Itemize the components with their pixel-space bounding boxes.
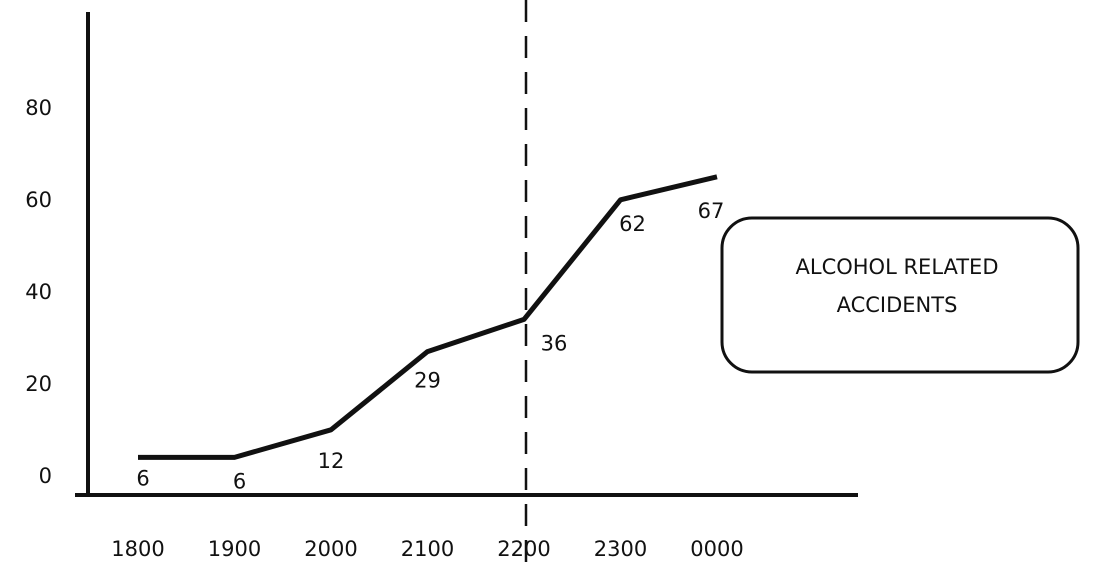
y-tick-label: 80 bbox=[25, 96, 52, 120]
y-tick-label: 0 bbox=[39, 464, 52, 488]
data-line bbox=[138, 174, 718, 460]
annotation-text: ALCOHOL RELATED bbox=[796, 255, 999, 279]
y-tick-label: 20 bbox=[25, 372, 52, 396]
data-label: 12 bbox=[318, 449, 345, 473]
x-tick-label: 2000 bbox=[304, 537, 357, 561]
x-tick-label: 1900 bbox=[208, 537, 261, 561]
data-label: 36 bbox=[541, 331, 568, 355]
data-label: 6 bbox=[136, 466, 149, 490]
data-label: 67 bbox=[698, 199, 725, 223]
data-label: 29 bbox=[414, 369, 441, 393]
annotation-text: ACCIDENTS bbox=[837, 293, 958, 317]
data-label: 62 bbox=[619, 212, 646, 236]
x-tick-label: 2200 bbox=[497, 537, 550, 561]
x-tick-label: 0000 bbox=[690, 537, 743, 561]
y-tick-label: 60 bbox=[25, 188, 52, 212]
x-tick-label: 2300 bbox=[594, 537, 647, 561]
annotation-box bbox=[720, 216, 1080, 374]
x-tick-label: 1800 bbox=[111, 537, 164, 561]
x-tick-label: 2100 bbox=[401, 537, 454, 561]
data-label: 6 bbox=[233, 469, 246, 493]
y-tick-label: 40 bbox=[25, 280, 52, 304]
